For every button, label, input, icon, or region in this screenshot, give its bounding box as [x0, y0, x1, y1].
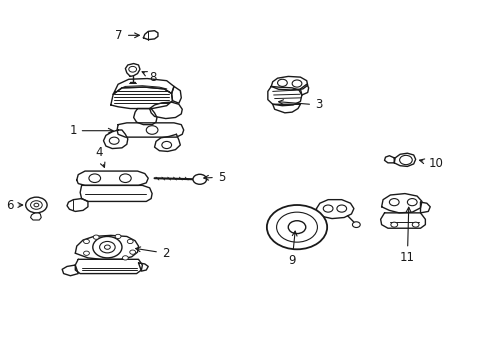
Text: 7: 7	[115, 29, 139, 42]
Circle shape	[93, 235, 99, 239]
Circle shape	[390, 222, 397, 227]
Polygon shape	[138, 263, 148, 271]
Polygon shape	[316, 200, 353, 219]
Circle shape	[104, 245, 110, 249]
Circle shape	[193, 174, 206, 184]
Polygon shape	[117, 123, 183, 137]
Circle shape	[127, 239, 133, 244]
Polygon shape	[271, 76, 307, 90]
Polygon shape	[300, 84, 308, 95]
Polygon shape	[381, 194, 421, 213]
Circle shape	[34, 203, 39, 207]
Circle shape	[411, 222, 418, 227]
Circle shape	[323, 205, 332, 212]
Polygon shape	[154, 134, 180, 152]
Polygon shape	[171, 86, 181, 103]
Polygon shape	[113, 78, 174, 94]
Circle shape	[109, 137, 119, 144]
Circle shape	[30, 201, 42, 209]
Circle shape	[291, 80, 301, 87]
Circle shape	[89, 174, 101, 183]
Text: 9: 9	[288, 231, 296, 267]
Text: 6: 6	[6, 198, 22, 212]
Circle shape	[93, 237, 122, 258]
Circle shape	[100, 242, 115, 253]
Circle shape	[129, 250, 135, 254]
Polygon shape	[420, 202, 429, 213]
Polygon shape	[125, 64, 140, 76]
Circle shape	[287, 221, 305, 234]
Polygon shape	[143, 31, 158, 40]
Polygon shape	[272, 104, 300, 113]
Circle shape	[276, 212, 317, 242]
Text: 10: 10	[419, 157, 442, 170]
Circle shape	[388, 199, 398, 206]
Circle shape	[26, 197, 47, 213]
Polygon shape	[62, 265, 78, 276]
Circle shape	[128, 66, 136, 72]
Circle shape	[119, 174, 131, 183]
Text: 11: 11	[399, 207, 414, 265]
Circle shape	[122, 256, 128, 260]
Circle shape	[336, 205, 346, 212]
Text: 3: 3	[278, 99, 322, 112]
Polygon shape	[30, 212, 41, 220]
Text: 5: 5	[203, 171, 224, 184]
Polygon shape	[384, 156, 393, 163]
Polygon shape	[133, 109, 157, 125]
Circle shape	[352, 222, 360, 228]
Polygon shape	[75, 235, 138, 259]
Polygon shape	[80, 185, 152, 202]
Text: 8: 8	[142, 71, 157, 84]
Polygon shape	[149, 102, 182, 118]
Polygon shape	[103, 130, 127, 149]
Circle shape	[146, 126, 158, 134]
Text: 2: 2	[135, 247, 169, 260]
Polygon shape	[67, 199, 88, 211]
Circle shape	[407, 199, 416, 206]
Circle shape	[399, 156, 411, 165]
Circle shape	[266, 205, 326, 249]
Polygon shape	[380, 213, 425, 228]
Text: 4: 4	[95, 146, 104, 167]
Circle shape	[162, 141, 171, 149]
Polygon shape	[267, 86, 301, 106]
Polygon shape	[77, 171, 148, 185]
Circle shape	[83, 239, 89, 244]
Circle shape	[277, 79, 287, 86]
Polygon shape	[393, 153, 415, 166]
Text: 1: 1	[69, 124, 113, 137]
Circle shape	[115, 234, 121, 239]
Polygon shape	[75, 259, 142, 274]
Polygon shape	[111, 87, 172, 109]
Circle shape	[83, 251, 89, 255]
